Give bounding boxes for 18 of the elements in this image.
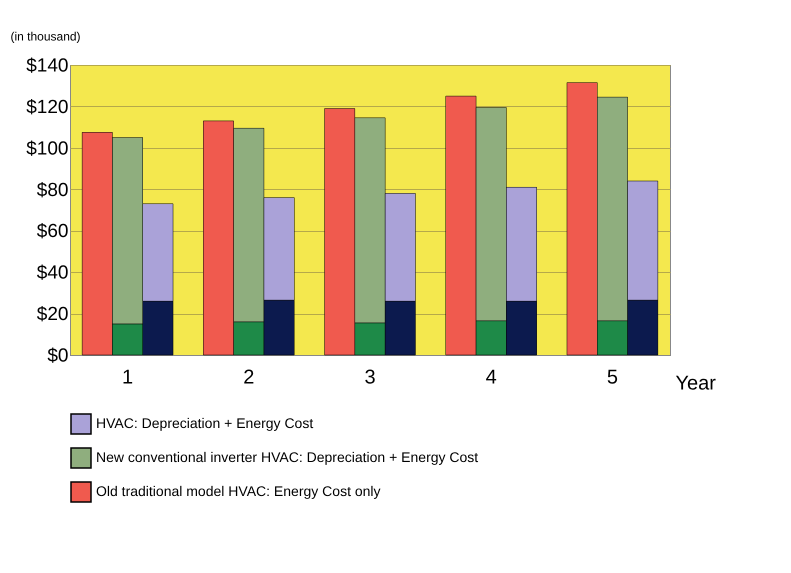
x-tick-label: 1 <box>122 366 134 388</box>
y-tick-label: $140 <box>26 56 68 76</box>
y-tick-label: $120 <box>26 96 68 118</box>
y-axis-title: (in thousand) <box>10 30 81 44</box>
y-tick-label: $100 <box>26 138 68 160</box>
x-axis-title: Year <box>676 372 716 394</box>
x-tick-label: 3 <box>364 366 376 388</box>
y-tick-label: $0 <box>47 346 68 366</box>
legend-label: HVAC: Depreciation + Energy Cost <box>96 415 314 431</box>
x-tick-label: 4 <box>486 366 497 388</box>
y-tick-label: $80 <box>36 180 68 201</box>
legend-label: New conventional inverter HVAC: Depreciation + Energy Cost <box>96 449 478 465</box>
x-tick-label: 2 <box>243 366 254 388</box>
y-tick-label: $60 <box>36 221 68 242</box>
x-tick-label: 5 <box>606 366 618 388</box>
y-tick-label: $40 <box>36 262 68 284</box>
y-tick-label: $20 <box>36 304 68 326</box>
legend-label: Old traditional model HVAC: Energy Cost only <box>96 483 381 499</box>
